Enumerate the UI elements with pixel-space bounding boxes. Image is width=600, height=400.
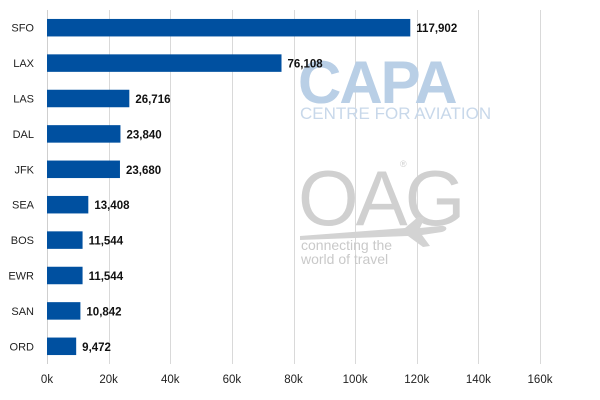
- category-label: SAN: [11, 306, 34, 318]
- capa-watermark: CAPA CENTRE FOR AVIATION: [298, 49, 491, 123]
- oag-tagline-line1: connecting the: [301, 237, 392, 253]
- capa-logo-subtitle: CENTRE FOR AVIATION: [300, 104, 491, 123]
- capa-logo-text: CAPA: [298, 49, 456, 116]
- data-label: 76,108: [288, 59, 324, 71]
- data-label: 11,544: [89, 236, 124, 248]
- airplane-icon: [300, 217, 447, 247]
- category-label: DAL: [13, 129, 34, 141]
- category-label: EWR: [8, 271, 34, 283]
- category-label: JFK: [14, 164, 34, 176]
- x-tick-label: 40k: [161, 374, 180, 386]
- bar-ord: [47, 337, 77, 356]
- data-label: 23,680: [126, 165, 161, 177]
- data-label: 10,842: [86, 306, 121, 318]
- data-label: 9,472: [82, 342, 111, 354]
- bar-san: [47, 302, 81, 320]
- bar-lax: [47, 54, 282, 72]
- bar-sfo: [47, 18, 411, 37]
- data-labels: 117,902 76,108 26,716 23,840 23,680 13,408 11,…: [82, 23, 457, 354]
- data-label: 11,544: [89, 271, 124, 283]
- category-label: SFO: [11, 23, 34, 35]
- oag-registered-mark: ®: [400, 159, 407, 169]
- category-axis-labels: SFO LAX LAS DAL JFK SEA BOS EWR SAN ORD: [8, 23, 34, 354]
- x-tick-label: 140k: [466, 374, 491, 386]
- x-tick-label: 160k: [528, 374, 553, 386]
- data-label: 23,840: [126, 129, 161, 141]
- bar-jfk: [47, 160, 120, 179]
- x-tick-label: 80k: [284, 374, 303, 386]
- x-tick-label: 100k: [343, 374, 368, 386]
- bar-dal: [47, 125, 121, 143]
- category-label: ORD: [10, 341, 35, 353]
- x-tick-label: 120k: [404, 374, 429, 386]
- category-label: BOS: [11, 235, 34, 247]
- oag-tagline-line2: world of travel: [300, 251, 388, 267]
- bar-las: [47, 89, 130, 108]
- category-label: SEA: [12, 200, 35, 212]
- data-label: 26,716: [135, 94, 170, 106]
- category-label: LAX: [13, 58, 34, 70]
- x-tick-label: 20k: [99, 374, 118, 386]
- x-axis-tick-labels: 0k 20k 40k 60k 80k 100k 120k 140k 160k: [41, 374, 553, 386]
- data-label: 13,408: [94, 200, 130, 212]
- bar-sea: [47, 195, 89, 214]
- oag-watermark: OAG ® connecting the world of travel: [298, 154, 465, 267]
- bar-series: [47, 18, 411, 356]
- category-label: LAS: [13, 94, 34, 106]
- bar-bos: [47, 231, 83, 249]
- x-tick-label: 60k: [223, 374, 242, 386]
- x-tick-label: 0k: [41, 374, 53, 386]
- bar-ewr: [47, 266, 83, 285]
- data-label: 117,902: [416, 23, 457, 35]
